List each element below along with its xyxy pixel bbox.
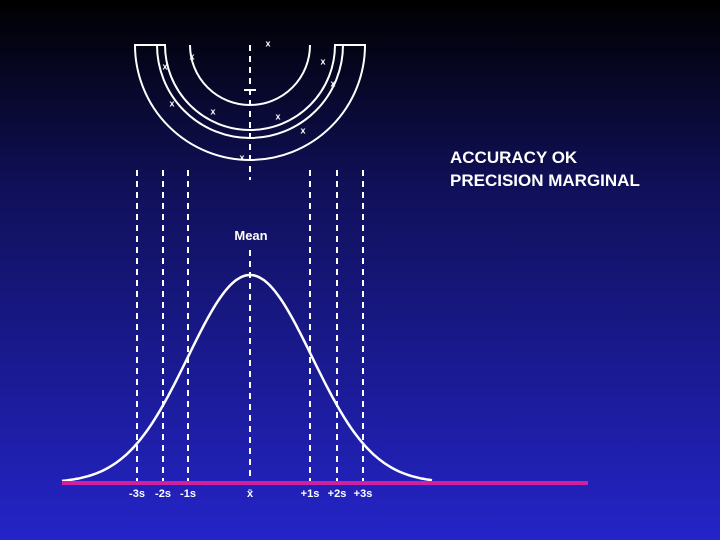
- axis-label: -2s: [155, 488, 171, 500]
- sd-lines: [136, 170, 364, 483]
- axis-label: +1s: [301, 488, 320, 500]
- hits: x x x x x x x x x x: [162, 38, 335, 162]
- bell-curve: [61, 273, 433, 483]
- hit-mark: x: [189, 51, 194, 61]
- heading-line: PRECISION MARGINAL: [450, 171, 640, 190]
- hit-mark: x: [162, 61, 167, 71]
- outer-ring: [133, 44, 367, 161]
- axis-labels: -3s -2s -1s x̄ +1s +2s +3s: [129, 488, 372, 500]
- hit-mark: x: [330, 78, 335, 88]
- hit-mark: x: [275, 111, 280, 121]
- hit-mark: x: [320, 56, 325, 66]
- hit-mark: x: [265, 38, 270, 48]
- heading-line: ACCURACY OK: [450, 148, 578, 167]
- axis-label: x̄: [247, 488, 254, 500]
- mean-label: Mean: [234, 228, 267, 243]
- axis-label: +3s: [354, 488, 373, 500]
- hit-mark: x: [239, 152, 244, 162]
- hit-mark: x: [210, 106, 215, 116]
- axis-label: -1s: [180, 488, 196, 500]
- hit-mark: x: [169, 98, 174, 108]
- axis-label: -3s: [129, 488, 145, 500]
- hit-mark: x: [300, 125, 305, 135]
- axis-label: +2s: [328, 488, 347, 500]
